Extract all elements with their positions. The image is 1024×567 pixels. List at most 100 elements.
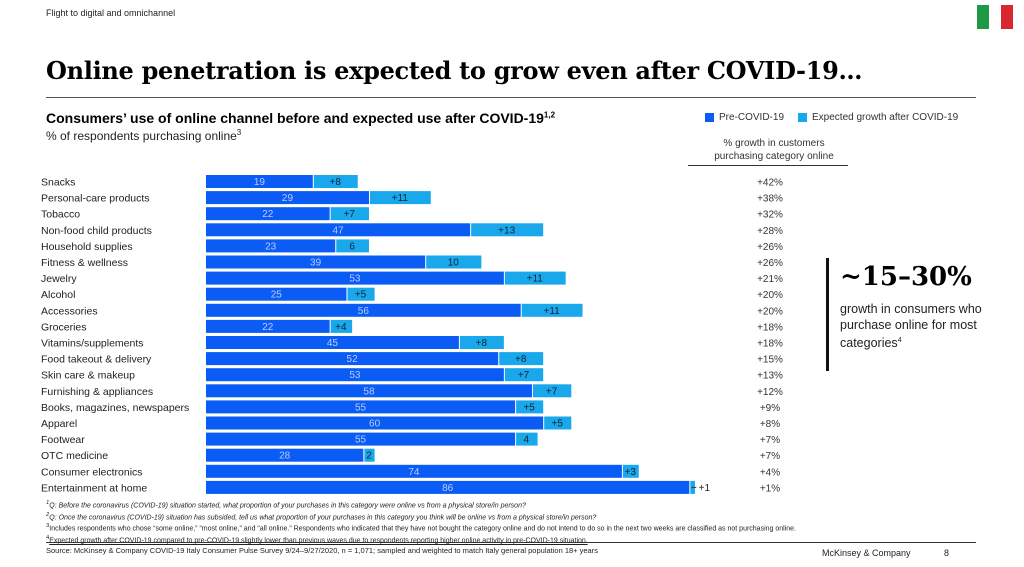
bar-pre-covid [206, 480, 690, 494]
category-label: Tobacco [41, 209, 80, 221]
growth-percent-label: +28% [757, 226, 783, 237]
bar-value-expected-growth: +11 [527, 274, 544, 285]
chart-row: Fitness & wellness 39 10 +26% [41, 255, 783, 269]
chart-row: Accessories 56 +11 +20% [41, 303, 783, 317]
bar-expected-growth [336, 239, 369, 253]
bar-value-pre-covid: 22 [262, 209, 274, 220]
footnote-num: 1 [46, 500, 50, 506]
bar-value-expected-growth: +8 [330, 177, 342, 188]
chart-row: OTC medicine 28 2 +7% [41, 448, 780, 462]
bar-expected-growth [516, 432, 538, 446]
category-label: Accessories [41, 305, 98, 317]
brand-name: McKinsey & Company [822, 548, 911, 558]
bar-expected-growth [330, 319, 353, 333]
bar-value-expected-growth: +11 [392, 193, 409, 204]
bar-value-expected-growth: 6 [349, 241, 355, 252]
bar-pre-covid [206, 352, 499, 366]
footnote-text: Includes respondents who chose “some onl… [49, 525, 796, 533]
bar-pre-covid [206, 303, 521, 317]
callout-footnote-ref: 4 [897, 337, 902, 344]
bar-value-expected-growth: +7 [546, 386, 558, 397]
bar-expected-growth [499, 352, 544, 366]
bar-value-expected-growth: 4 [524, 435, 530, 446]
chart-row: Groceries 22 +4 +18% [41, 319, 783, 333]
category-label: Consumer electronics [41, 466, 143, 478]
bar-expected-growth [544, 416, 572, 430]
bar-value-pre-covid: 22 [262, 322, 274, 333]
chart-row: Footwear 55 4 +7% [41, 432, 780, 446]
chart-row: Food takeout & delivery 52 +8 +15% [41, 352, 783, 366]
footnotes: 1Q: Before the coronavirus (COVID-19) si… [46, 499, 966, 546]
page-title: Online penetration is expected to grow e… [46, 56, 863, 85]
bar-expected-growth [426, 255, 482, 269]
bar-pre-covid [206, 400, 516, 414]
bar-value-expected-growth: 2 [366, 451, 372, 462]
bar-value-pre-covid: 19 [254, 177, 266, 188]
bar-expected-growth [504, 368, 544, 382]
bar-value-expected-growth: 10 [448, 258, 460, 269]
bar-expected-growth [313, 175, 358, 188]
chart-row: Alcohol 25 +5 +20% [41, 287, 783, 301]
page-number: 8 [944, 548, 950, 558]
chart-row: Personal-care products 29 +11 +38% [41, 191, 783, 205]
legend-label-pre-covid: Pre-COVID-19 [719, 112, 785, 123]
chart-subtitle-text: % of respondents purchasing online [46, 129, 237, 143]
bar-expected-growth [471, 223, 544, 237]
bar-pre-covid [206, 336, 459, 349]
footnote-3: 3Includes respondents who chose “some on… [46, 522, 966, 534]
category-label: Skin care & makeup [41, 370, 135, 382]
source-note: Source: McKinsey & Company COVID-19 Ital… [46, 546, 598, 555]
category-label: Snacks [41, 177, 75, 189]
growth-percent-label: +20% [757, 306, 783, 317]
bar-value-expected-growth: +7 [344, 209, 356, 220]
bar-expected-growth [504, 271, 566, 285]
growth-percent-label: +32% [757, 210, 783, 221]
bar-value-expected-growth: +8 [476, 338, 488, 349]
growth-percent-label: +21% [757, 274, 783, 285]
bar-expected-growth [622, 464, 639, 478]
bar-pre-covid [206, 255, 426, 269]
bar-value-pre-covid: 28 [279, 451, 291, 462]
bar-value-pre-covid: 39 [310, 258, 322, 269]
footnote-num: 2 [46, 511, 50, 518]
chart-row: Snacks 19 +8 +42% [41, 175, 783, 189]
flag-stripe-red [1001, 5, 1013, 29]
growth-percent-label: +20% [757, 290, 783, 301]
bar-value-expected-growth: +11 [544, 306, 561, 317]
bar-value-pre-covid: 53 [349, 274, 361, 285]
chart-row: Vitamins/supplements 45 +8 +18% [41, 336, 783, 350]
chart-row: Jewelry 53 +11 +21% [41, 271, 783, 285]
title-divider [46, 97, 976, 98]
growth-percent-label: +8% [760, 419, 780, 430]
bar-pre-covid [206, 271, 504, 285]
bar-value-expected-growth: +13 [498, 225, 515, 236]
bar-pre-covid [206, 287, 347, 301]
category-label: Groceries [41, 321, 87, 333]
category-label: Food takeout & delivery [41, 354, 152, 366]
footnote-text: Expected growth after COVID-19 compared … [49, 538, 587, 545]
footnote-2: 2Q: Once the coronavirus (COVID-19) situ… [46, 511, 966, 523]
chart-row: Entertainment at home 86 +1 +1% [41, 480, 780, 494]
growth-percent-label: +12% [757, 387, 783, 398]
chart-row: Books, magazines, newspapers 55 +5 +9% [41, 400, 780, 414]
growth-percent-label: +38% [757, 194, 783, 205]
footnote-4: 4Expected growth after COVID-19 compared… [46, 534, 966, 546]
growth-percent-label: +42% [757, 178, 783, 189]
bar-expected-growth [459, 336, 504, 349]
category-label: Jewelry [41, 273, 77, 285]
bar-value-pre-covid: 25 [271, 290, 283, 301]
growth-percent-label: +9% [760, 403, 780, 414]
bar-value-expected-growth: +5 [523, 402, 535, 413]
growth-percent-label: +7% [760, 451, 780, 462]
footnote-num: 3 [46, 523, 50, 530]
chart-row: Household supplies 23 6 +26% [41, 239, 783, 253]
bar-value-expected-growth: +4 [335, 322, 347, 333]
footnote-num: 4 [46, 535, 50, 542]
chart-row: Skin care & makeup 53 +7 +13% [41, 368, 783, 382]
bar-value-pre-covid: 86 [442, 483, 454, 494]
category-label: Alcohol [41, 289, 75, 301]
callout-value: ~15–30% [840, 262, 972, 292]
bar-pre-covid [206, 239, 336, 253]
growth-percent-label: +7% [760, 435, 780, 446]
